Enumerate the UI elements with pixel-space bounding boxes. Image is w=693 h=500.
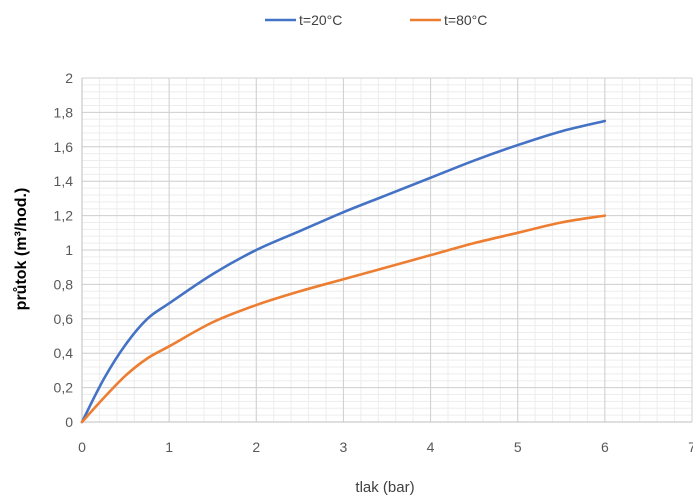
series-line-1 xyxy=(80,119,607,424)
y-tick-label: 1,8 xyxy=(54,104,74,120)
y-tick-label: 1,4 xyxy=(54,173,74,189)
y-axis-title: průtok (m³/hod.) xyxy=(13,188,30,311)
y-tick-label: 0,2 xyxy=(54,380,74,396)
x-tick-label: 4 xyxy=(427,439,435,455)
x-tick-label: 0 xyxy=(78,439,86,455)
legend: t=20°C t=80°C xyxy=(265,12,487,28)
y-tick-label: 0,4 xyxy=(54,345,74,361)
x-tick-label: 2 xyxy=(252,439,260,455)
x-tick-label: 5 xyxy=(514,439,522,455)
legend-label-1: t=20°C xyxy=(299,12,342,28)
legend-label-2: t=80°C xyxy=(444,12,487,28)
axes xyxy=(81,78,692,423)
y-tick-label: 0,6 xyxy=(54,311,74,327)
tick-labels: 0 1 2 3 4 5 6 7 0 0,2 0,4 0,6 0,8 1 1,2 1,4 1,6 1,8 2 xyxy=(54,70,693,455)
y-tick-label: 0,8 xyxy=(54,276,74,292)
series-layer xyxy=(80,119,607,424)
y-tick-label: 2 xyxy=(65,70,73,86)
major-gridlines xyxy=(81,77,693,423)
y-tick-label: 0 xyxy=(65,414,73,430)
x-tick-label: 7 xyxy=(688,439,693,455)
series-line-2 xyxy=(80,214,607,424)
x-tick-label: 1 xyxy=(165,439,173,455)
x-axis-title: tlak (bar) xyxy=(355,479,414,496)
x-tick-label: 6 xyxy=(601,439,609,455)
x-tick-label: 3 xyxy=(340,439,348,455)
y-tick-label: 1,2 xyxy=(54,208,74,224)
y-tick-label: 1,6 xyxy=(54,139,74,155)
y-tick-label: 1 xyxy=(65,242,73,258)
